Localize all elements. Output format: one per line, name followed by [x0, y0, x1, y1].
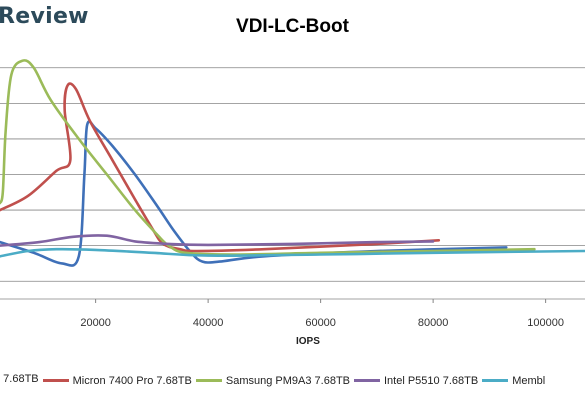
- x-tick-label: 80000: [418, 317, 449, 329]
- chart-legend: 6 7.68TB Micron 7400 Pro 7.68TB Samsung PM…: [0, 373, 549, 389]
- legend-label: 6 7.68TB: [0, 373, 39, 385]
- chart-title: VDI-LC-Boot: [236, 16, 349, 37]
- x-tick-label: 100000: [527, 317, 564, 329]
- legend-item: Samsung PM9A3 7.68TB: [195, 374, 350, 387]
- series-line-2: [0, 59, 536, 256]
- x-tick-label: 60000: [305, 317, 336, 329]
- legend-swatch: [195, 379, 222, 382]
- legend-label: Intel P5510 7.68TB: [384, 374, 479, 387]
- x-tick-label: 20000: [80, 317, 111, 329]
- legend-swatch: [354, 379, 380, 382]
- series-line-3: [0, 234, 435, 247]
- legend-label: Samsung PM9A3 7.68TB: [225, 374, 350, 387]
- series-line-1: [0, 82, 441, 253]
- legend-item: Micron 7400 Pro 7.68TB: [42, 374, 192, 387]
- x-tick-label: 40000: [193, 317, 224, 329]
- legend-swatch: [42, 379, 69, 382]
- legend-item: Membl: [482, 375, 545, 387]
- x-axis-label: IOPS: [296, 336, 320, 347]
- legend-item: Intel P5510 7.68TB: [354, 375, 478, 387]
- legend-label: Micron 7400 Pro 7.68TB: [72, 374, 192, 387]
- legend-swatch: [482, 379, 509, 382]
- brand-logo: Review: [0, 4, 89, 29]
- legend-label: Membl: [512, 374, 546, 387]
- legend-item: 6 7.68TB: [0, 373, 39, 385]
- series-line-4: [0, 247, 585, 258]
